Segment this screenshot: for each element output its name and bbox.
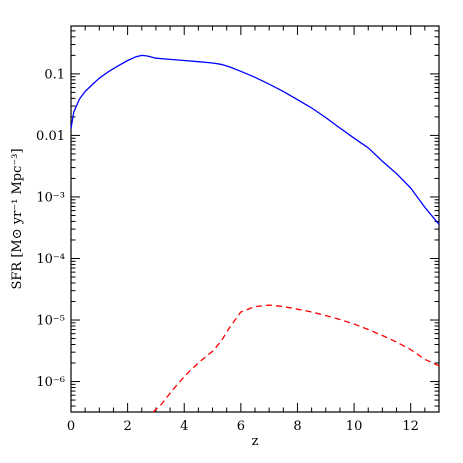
x-tick-label: 4 xyxy=(180,419,188,434)
y-tick-label: 0.01 xyxy=(36,129,65,144)
x-tick-label: 8 xyxy=(293,419,301,434)
x-tick-label: 10 xyxy=(346,419,363,434)
y-axis-label: SFR [M⊙ yr⁻¹ Mpc⁻³] xyxy=(10,148,25,289)
y-tick-label: 10⁻⁵ xyxy=(36,314,65,329)
x-tick-label: 6 xyxy=(237,419,245,434)
plot-frame xyxy=(70,25,440,413)
y-tick-label: 10⁻³ xyxy=(36,190,65,205)
x-tick-label: 0 xyxy=(67,419,75,434)
axis-ticks xyxy=(70,26,440,412)
x-axis-label: z xyxy=(252,434,259,449)
solid-series-line xyxy=(70,54,440,225)
y-tick-label: 10⁻⁴ xyxy=(36,252,65,267)
series-layer xyxy=(70,54,440,413)
dashed-series-line xyxy=(152,304,440,413)
x-tick-label: 2 xyxy=(123,419,131,434)
x-tick-label: 12 xyxy=(402,419,419,434)
axis-tick-labels: 0 2 4 6 8 10 12 0.1 0.01 10⁻³ 10⁻⁴ 10⁻⁵ 10⁻⁶ xyxy=(36,67,419,434)
y-tick-label: 0.1 xyxy=(44,67,65,82)
y-tick-label: 10⁻⁶ xyxy=(36,375,65,390)
